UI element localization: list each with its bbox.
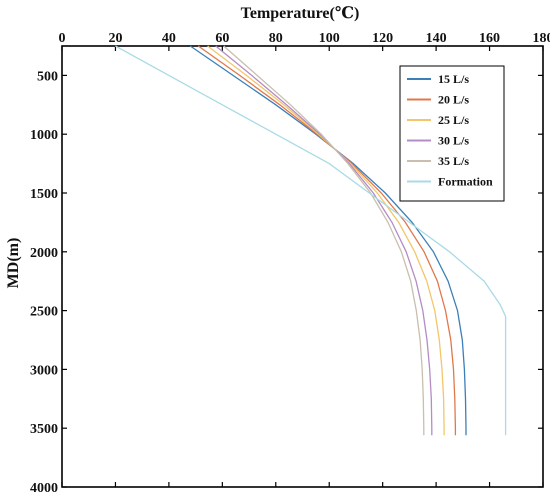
y-axis-title: MD(m) <box>5 238 22 289</box>
y-tick-label: 4000 <box>30 481 58 496</box>
legend-box <box>399 65 505 202</box>
series-line-4 <box>215 45 433 436</box>
x-tick-label: 180 <box>533 31 550 46</box>
legend-label: 15 L/s <box>438 72 469 86</box>
y-tick-label: 3500 <box>30 422 58 437</box>
legend-label: 25 L/s <box>438 113 469 127</box>
y-tick-label: 2000 <box>30 246 58 261</box>
y-axis-ticks: 500 1000 1500 2000 2500 3000 3500 4000 <box>30 69 543 496</box>
legend: 15 L/s 20 L/s 25 L/s 30 L/s 35 L/s Formation <box>399 65 505 202</box>
legend-label: Formation <box>438 175 493 189</box>
x-tick-label: 20 <box>108 31 122 46</box>
x-tick-label: 60 <box>215 31 229 46</box>
series-line-2 <box>197 45 457 436</box>
series-lines <box>115 45 507 436</box>
series-line-6 <box>115 45 507 436</box>
series-line-3 <box>207 45 445 436</box>
plot-frame <box>61 45 544 488</box>
y-tick-label: 1500 <box>30 187 58 202</box>
x-tick-label: 120 <box>372 31 393 46</box>
x-tick-label: 80 <box>269 31 283 46</box>
series-line-5 <box>223 45 425 436</box>
y-tick-label: 1000 <box>30 128 58 143</box>
legend-label: 30 L/s <box>438 134 469 148</box>
series-line-1 <box>189 45 467 436</box>
legend-label: 35 L/s <box>438 154 469 168</box>
x-tick-label: 0 <box>59 31 66 46</box>
y-tick-label: 2500 <box>30 305 58 320</box>
x-axis-ticks: 0 20 40 60 80 100 120 140 160 180 <box>59 31 550 487</box>
x-tick-label: 140 <box>426 31 447 46</box>
plot-area-border <box>61 45 544 488</box>
x-tick-label: 160 <box>479 31 500 46</box>
legend-label: 20 L/s <box>438 93 469 107</box>
x-axis-title: Temperature(℃) <box>241 5 360 22</box>
y-tick-label: 500 <box>37 69 58 84</box>
x-tick-label: 40 <box>162 31 176 46</box>
y-tick-label: 3000 <box>30 363 58 378</box>
x-tick-label: 100 <box>319 31 340 46</box>
